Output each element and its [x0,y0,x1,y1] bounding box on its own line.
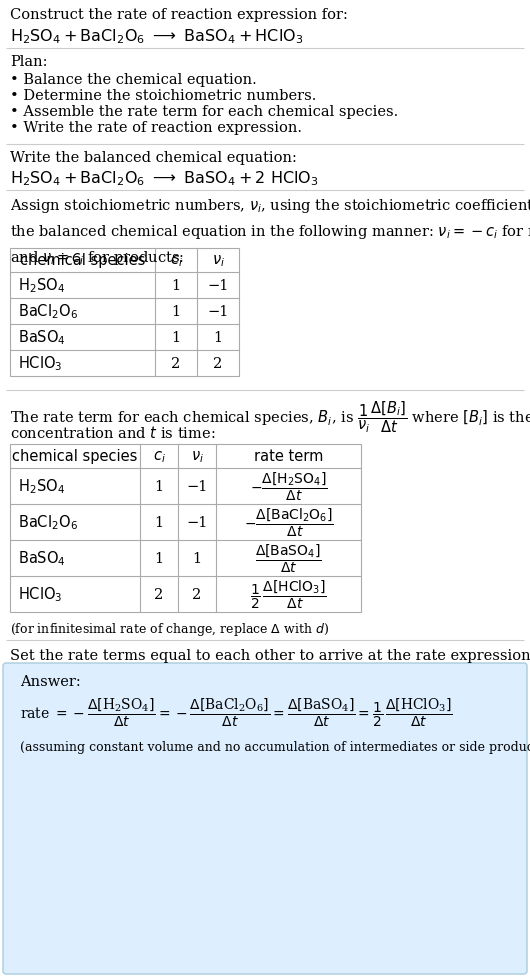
Text: −1: −1 [207,305,228,319]
Text: $c_i$: $c_i$ [153,448,165,464]
Text: $\mathregular{H_2SO_4}$: $\mathregular{H_2SO_4}$ [18,276,65,295]
Text: rate $= -\dfrac{\Delta[\mathregular{H_2SO_4}]}{\Delta t} = -\dfrac{\Delta[\mathr: rate $= -\dfrac{\Delta[\mathregular{H_2S… [20,697,453,729]
Text: $\mathregular{H_2SO_4}$: $\mathregular{H_2SO_4}$ [18,477,65,496]
Text: Construct the rate of reaction expression for:: Construct the rate of reaction expressio… [10,8,348,21]
Text: 1: 1 [154,480,164,493]
Text: Set the rate terms equal to each other to arrive at the rate expression:: Set the rate terms equal to each other t… [10,649,530,662]
Text: 1: 1 [154,516,164,530]
Bar [10,249,239,376]
Text: Write the balanced chemical equation:: Write the balanced chemical equation: [10,150,297,165]
Text: 2: 2 [171,357,181,370]
Text: • Balance the chemical equation.: • Balance the chemical equation. [10,73,257,87]
Text: 1: 1 [192,551,201,566]
Text: $\mathregular{H_2SO_4 + BaCl_2O_6}$$\ \longrightarrow\ $$\mathregular{BaSO_4 + H: $\mathregular{H_2SO_4 + BaCl_2O_6}$$\ \l… [10,27,303,46]
Text: 1: 1 [171,278,181,293]
Text: $-\dfrac{\Delta[\mathregular{BaCl_2O_6}]}{\Delta t}$: $-\dfrac{\Delta[\mathregular{BaCl_2O_6}]… [244,506,333,538]
Text: 1: 1 [154,551,164,566]
Text: 2: 2 [214,357,223,370]
Text: 2: 2 [154,587,164,602]
Text: $-\dfrac{\Delta[\mathregular{H_2SO_4}]}{\Delta t}$: $-\dfrac{\Delta[\mathregular{H_2SO_4}]}{… [250,470,327,502]
Text: $\nu_i$: $\nu_i$ [211,253,225,269]
Text: −1: −1 [187,516,208,530]
Text: (for infinitesimal rate of change, replace $\Delta$ with $d$): (for infinitesimal rate of change, repla… [10,620,329,637]
Text: $c_i$: $c_i$ [170,253,182,269]
Text: −1: −1 [187,480,208,493]
Text: $\mathregular{HClO_3}$: $\mathregular{HClO_3}$ [18,585,63,604]
Text: $\mathregular{BaSO_4}$: $\mathregular{BaSO_4}$ [18,549,66,568]
Text: $\mathregular{BaCl_2O_6}$: $\mathregular{BaCl_2O_6}$ [18,302,78,321]
Text: Assign stoichiometric numbers, $\nu_i$, using the stoichiometric coefficients, $: Assign stoichiometric numbers, $\nu_i$, … [10,196,530,267]
Text: $\mathregular{BaCl_2O_6}$: $\mathregular{BaCl_2O_6}$ [18,513,78,531]
Text: • Assemble the rate term for each chemical species.: • Assemble the rate term for each chemic… [10,105,398,119]
Bar [10,445,361,613]
Text: 1: 1 [171,330,181,345]
Text: 1: 1 [214,330,223,345]
Text: $\dfrac{\Delta[\mathregular{BaSO_4}]}{\Delta t}$: $\dfrac{\Delta[\mathregular{BaSO_4}]}{\D… [255,542,322,574]
Text: −1: −1 [207,278,228,293]
Text: 2: 2 [192,587,201,602]
Text: $\mathregular{HClO_3}$: $\mathregular{HClO_3}$ [18,355,63,373]
FancyBboxPatch shape [3,663,527,974]
Text: concentration and $t$ is time:: concentration and $t$ is time: [10,425,216,441]
Text: chemical species: chemical species [12,449,138,464]
Text: rate term: rate term [254,449,323,464]
Text: $\nu_i$: $\nu_i$ [190,448,204,464]
Text: 1: 1 [171,305,181,319]
Text: The rate term for each chemical species, $B_i$, is $\dfrac{1}{\nu_i}\dfrac{\Delt: The rate term for each chemical species,… [10,399,530,434]
Text: • Determine the stoichiometric numbers.: • Determine the stoichiometric numbers. [10,89,316,103]
Text: chemical species: chemical species [20,253,145,269]
Text: Plan:: Plan: [10,55,48,69]
Text: $\mathregular{H_2SO_4 + BaCl_2O_6}$$\ \longrightarrow\ $$\mathregular{BaSO_4 + 2: $\mathregular{H_2SO_4 + BaCl_2O_6}$$\ \l… [10,169,319,188]
Text: $\dfrac{1}{2}\,\dfrac{\Delta[\mathregular{HClO_3}]}{\Delta t}$: $\dfrac{1}{2}\,\dfrac{\Delta[\mathregula… [250,578,327,611]
Text: $\mathregular{BaSO_4}$: $\mathregular{BaSO_4}$ [18,328,66,347]
Text: • Write the rate of reaction expression.: • Write the rate of reaction expression. [10,121,302,135]
Text: (assuming constant volume and no accumulation of intermediates or side products): (assuming constant volume and no accumul… [20,741,530,753]
Text: Answer:: Answer: [20,674,81,688]
